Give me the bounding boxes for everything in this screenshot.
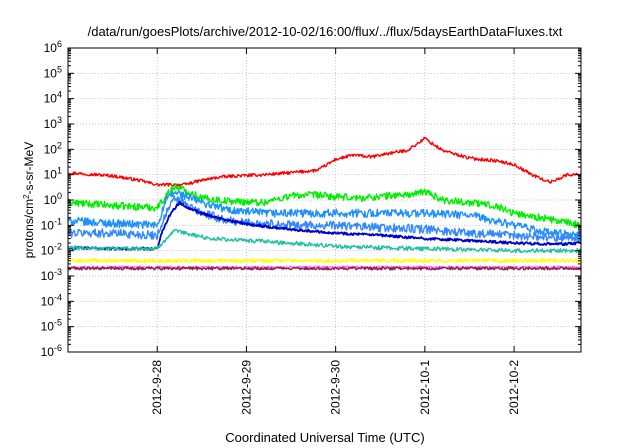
axis-ticks xyxy=(68,47,581,353)
y-tick-exponent: -1 xyxy=(54,216,62,226)
y-axis-label-main: protons/cm xyxy=(22,199,36,258)
y-axis-label-units: -s-sr-MeV xyxy=(22,142,36,195)
y-tick-label: 104 xyxy=(44,90,62,106)
y-tick-label: 10-5 xyxy=(41,318,62,334)
y-tick-label: 10-3 xyxy=(41,267,62,283)
y-tick-label: 106 xyxy=(44,39,62,55)
y-tick-base: 10 xyxy=(44,66,58,80)
y-tick-exponent: 0 xyxy=(57,191,62,201)
y-tick-base: 10 xyxy=(41,345,55,359)
series-line xyxy=(67,228,582,254)
y-tick-base: 10 xyxy=(44,193,58,207)
y-tick-base: 10 xyxy=(41,320,55,334)
chart-title: /data/run/goesPlots/archive/2012-10-02/1… xyxy=(88,24,563,39)
x-tick-label: 2012-10-2 xyxy=(507,360,521,415)
y-tick-base: 10 xyxy=(44,168,58,182)
y-tick-exponent: 6 xyxy=(57,39,62,49)
grid-lines xyxy=(68,48,581,352)
x-tick-label: 2012-9-28 xyxy=(150,360,164,415)
y-tick-label: 100 xyxy=(44,191,62,207)
data-series xyxy=(67,136,582,271)
x-axis-label: Coordinated Universal Time (UTC) xyxy=(225,430,424,445)
x-tick-label: 2012-9-29 xyxy=(239,360,253,415)
y-tick-label: 10-2 xyxy=(41,242,62,258)
y-tick-base: 10 xyxy=(41,218,55,232)
y-tick-exponent: 2 xyxy=(57,140,62,150)
x-tick-label: 2012-10-1 xyxy=(418,360,432,415)
y-tick-base: 10 xyxy=(44,117,58,131)
y-tick-labels: 10610510410310210110010-110-210-310-410-… xyxy=(41,39,62,359)
y-tick-label: 10-6 xyxy=(41,343,62,359)
y-tick-label: 103 xyxy=(44,115,62,131)
y-tick-base: 10 xyxy=(44,41,58,55)
y-tick-label: 10-4 xyxy=(41,292,62,308)
x-tick-labels: 2012-9-28 2012-9-29 2012-9-30 2012-10-1 2012… xyxy=(150,360,521,415)
y-tick-exponent: -4 xyxy=(54,292,62,302)
series-line xyxy=(67,195,582,244)
y-tick-exponent: 1 xyxy=(57,166,62,176)
y-tick-exponent: 5 xyxy=(57,64,62,74)
series-line xyxy=(67,266,582,271)
y-tick-base: 10 xyxy=(41,244,55,258)
y-tick-exponent: 3 xyxy=(57,115,62,125)
y-tick-base: 10 xyxy=(44,142,58,156)
y-axis-label-sup: 2 xyxy=(22,194,31,199)
y-tick-base: 10 xyxy=(44,92,58,106)
y-tick-exponent: 4 xyxy=(57,90,62,100)
y-tick-exponent: -5 xyxy=(54,318,62,328)
y-tick-label: 101 xyxy=(44,166,62,182)
y-tick-label: 102 xyxy=(44,140,62,156)
y-tick-exponent: -2 xyxy=(54,242,62,252)
y-tick-exponent: -6 xyxy=(54,343,62,353)
series-line xyxy=(67,190,582,239)
series-line xyxy=(67,183,582,229)
y-tick-base: 10 xyxy=(41,294,55,308)
y-tick-base: 10 xyxy=(41,269,55,283)
y-tick-label: 105 xyxy=(44,64,62,80)
y-tick-exponent: -3 xyxy=(54,267,62,277)
y-axis-label: protons/cm2-s-sr-MeV xyxy=(22,142,37,258)
series-line xyxy=(67,258,582,264)
y-tick-label: 10-1 xyxy=(41,216,62,232)
series-line xyxy=(67,136,582,187)
plot-frame xyxy=(67,47,582,353)
x-tick-label: 2012-9-30 xyxy=(329,360,343,415)
